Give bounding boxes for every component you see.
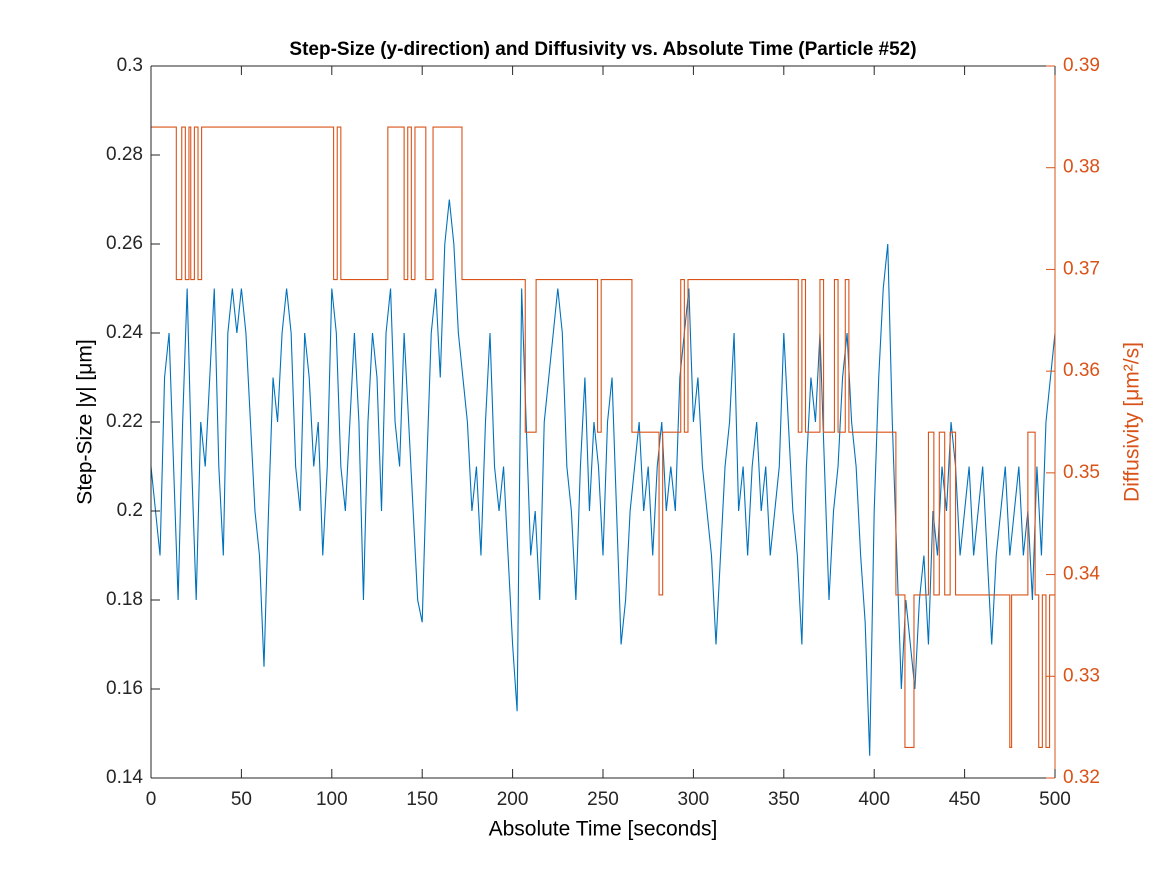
y2-tick-label: 0.38 <box>1063 157 1100 178</box>
x-tick-label: 300 <box>678 789 710 810</box>
x-tick-label: 150 <box>406 789 438 810</box>
x-tick-label: 350 <box>768 789 800 810</box>
y-tick-label: 0.26 <box>106 233 143 254</box>
x-axis-label: Absolute Time [seconds] <box>489 818 718 841</box>
y2-tick-label: 0.37 <box>1063 258 1100 279</box>
y-tick-label: 0.3 <box>117 55 143 76</box>
y2-axis-label: Diffusivity [μm²/s] <box>1121 342 1144 502</box>
x-tick-label: 200 <box>497 789 529 810</box>
y2-tick-label: 0.36 <box>1063 360 1100 381</box>
x-tick-label: 400 <box>858 789 890 810</box>
x-tick-label: 50 <box>231 789 252 810</box>
y-tick-label: 0.16 <box>106 678 143 699</box>
y2-tick-label: 0.33 <box>1063 665 1100 686</box>
y2-tick-label: 0.34 <box>1063 564 1100 585</box>
chart-title: Step-Size (y-direction) and Diffusivity … <box>289 39 916 60</box>
y-tick-label: 0.14 <box>106 767 143 788</box>
y2-tick-label: 0.35 <box>1063 462 1100 483</box>
y2-tick-label: 0.39 <box>1063 55 1100 76</box>
y2-tick-label: 0.32 <box>1063 767 1100 788</box>
x-tick-label: 0 <box>146 789 157 810</box>
y-axis-label: Step-Size |y| [μm] <box>74 339 97 504</box>
y-tick-label: 0.24 <box>106 322 143 343</box>
y-tick-label: 0.22 <box>106 411 143 432</box>
y-tick-label: 0.28 <box>106 144 143 165</box>
x-tick-label: 100 <box>316 789 348 810</box>
x-tick-label: 450 <box>949 789 981 810</box>
x-tick-label: 250 <box>587 789 619 810</box>
data-line <box>150 199 1056 756</box>
y-tick-label: 0.2 <box>117 500 143 521</box>
data-line <box>151 126 1055 749</box>
y-tick-label: 0.18 <box>106 589 143 610</box>
x-tick-label: 500 <box>1039 789 1071 810</box>
